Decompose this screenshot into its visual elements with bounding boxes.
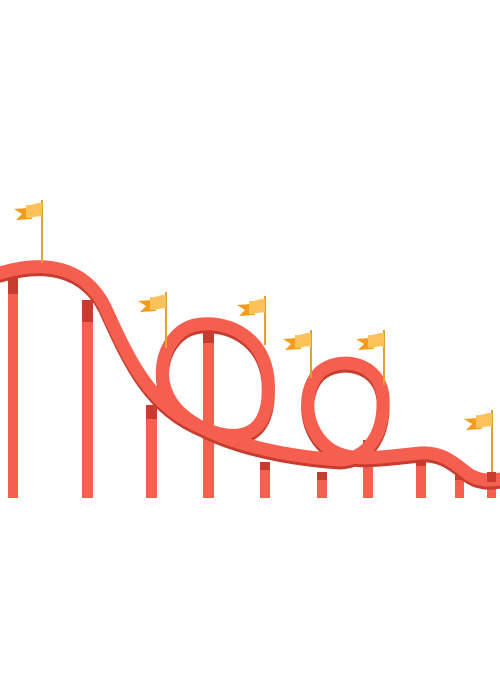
support-cap — [8, 278, 18, 294]
flag — [14, 200, 43, 263]
flags — [14, 200, 493, 472]
flag — [237, 296, 266, 345]
support-pillar — [363, 440, 373, 498]
flag-banner — [26, 202, 42, 219]
flag-pole — [165, 292, 167, 348]
coaster-track — [0, 260, 500, 487]
support-cap — [146, 405, 157, 419]
flag-banner — [249, 298, 265, 315]
support-pillar — [82, 300, 93, 498]
flag-pole — [41, 200, 43, 263]
flag-pole — [491, 410, 493, 472]
support-cap — [317, 472, 327, 480]
flag — [283, 330, 312, 378]
support-pillar — [146, 405, 157, 498]
flag-banner — [368, 332, 384, 349]
flag — [138, 292, 167, 348]
support-pillar — [455, 472, 464, 498]
flag-banner — [295, 332, 311, 349]
support-cap — [82, 300, 93, 322]
flag-pole — [383, 330, 385, 385]
end-pillar-cap — [487, 472, 496, 482]
flag — [464, 410, 493, 472]
support-pillar — [317, 472, 327, 498]
flag-banner — [476, 412, 492, 429]
support-pillar — [416, 458, 426, 498]
support-pillar — [203, 333, 214, 498]
flag — [356, 330, 385, 385]
support-pillar — [260, 462, 270, 498]
support-pillar — [8, 278, 18, 498]
support-cap — [260, 462, 270, 470]
flag-pole — [310, 330, 312, 378]
flag-pole — [264, 296, 266, 345]
flag-banner — [150, 294, 166, 311]
support-cap — [203, 333, 214, 343]
